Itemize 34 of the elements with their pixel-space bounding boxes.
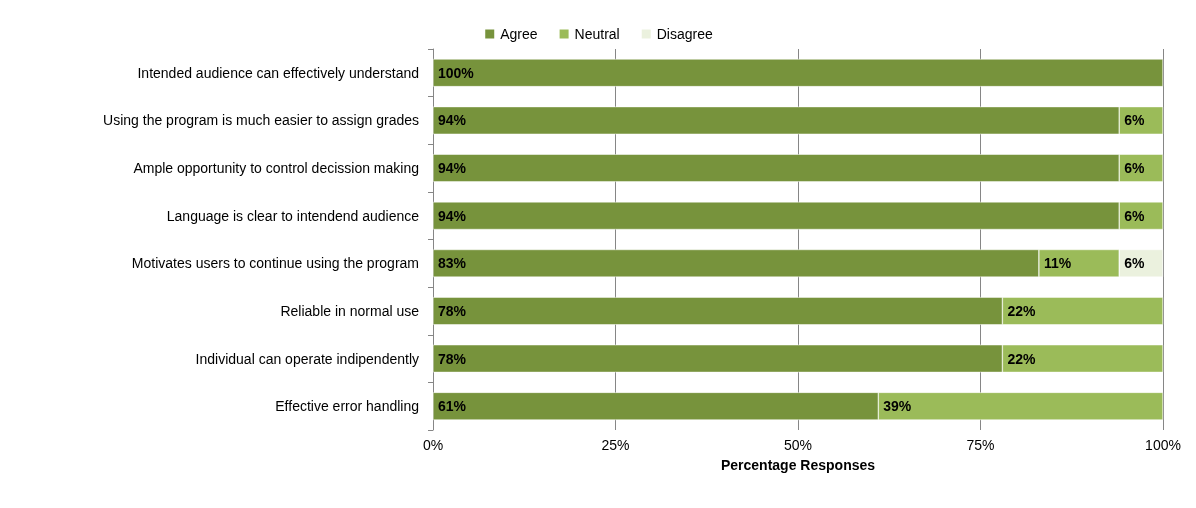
data-label: 6% [1124,112,1145,129]
y-tick-label: Individual can operate indipendently [195,350,419,367]
data-label: 22% [1007,302,1036,319]
y-tick-label: Ample opportunity to control decission making [133,160,419,177]
data-label: 22% [1007,350,1036,367]
data-label: 100% [438,64,475,81]
x-tick-label: 0% [422,437,444,453]
bar [433,59,1163,87]
data-label: 83% [438,255,467,272]
y-tick-label: Language is clear to intendend audience [166,207,420,224]
y-tick-label: Using the program is much easier to assign grades [103,112,419,129]
data-label: 11% [1043,255,1072,272]
data-label: 94% [438,207,467,224]
legend-label: Neutral [574,26,620,42]
data-label: 6% [1124,207,1145,224]
y-tick-label: Effective error handling [275,398,419,415]
data-label: 78% [438,302,467,319]
data-label: 6% [1124,160,1145,177]
x-tick-label: 75% [966,437,995,453]
data-label: 39% [883,398,912,415]
data-label: 6% [1124,255,1145,272]
data-label: 78% [438,350,467,367]
x-tick-label: 50% [783,437,813,453]
x-tick-label: 100% [1145,437,1181,453]
data-label: 94% [438,160,467,177]
legend-label: Disagree [656,26,713,42]
x-tick-label: 25% [601,437,630,453]
y-tick-label: Intended audience can effectively understand [137,64,419,81]
data-label: 61% [438,398,467,415]
y-tick-label: Motivates users to continue using the program [131,255,419,272]
y-tick-label: Reliable in normal use [280,302,420,319]
legend-label: Agree [500,26,538,42]
x-axis-title: Percentage Responses [720,457,876,473]
data-label: 94% [438,112,467,129]
